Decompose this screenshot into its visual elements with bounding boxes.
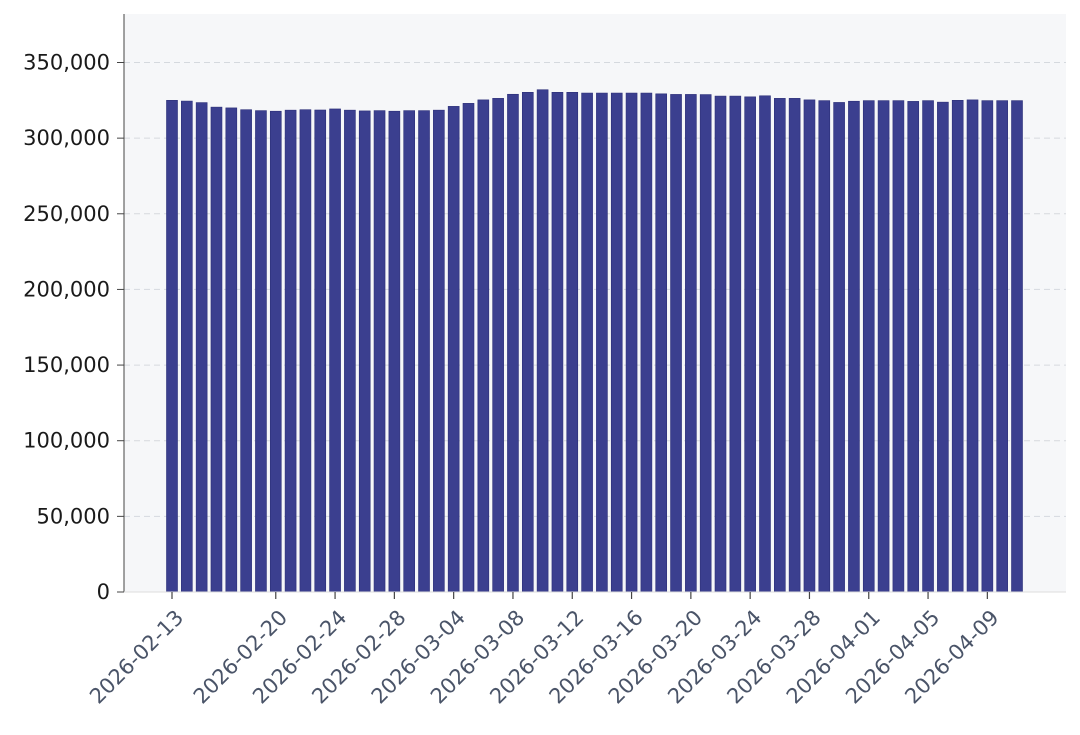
bar xyxy=(373,110,386,593)
x-tick-label: 2026-02-13 xyxy=(85,605,188,708)
bar xyxy=(536,89,549,593)
bar xyxy=(774,98,786,593)
bar xyxy=(1011,100,1023,593)
bar xyxy=(744,96,756,593)
bar xyxy=(314,109,327,593)
bar xyxy=(981,100,994,593)
bar xyxy=(685,94,697,593)
bar xyxy=(269,110,282,593)
y-tick-label: 50,000 xyxy=(37,504,110,528)
bar xyxy=(566,92,579,593)
bar xyxy=(759,95,771,593)
y-tick-label: 200,000 xyxy=(23,277,110,301)
bar xyxy=(403,110,415,593)
x-axis-ticks: 2026-02-13 2026-02-202026-02-242026-02-28… xyxy=(85,592,1004,709)
bar xyxy=(521,92,534,593)
bar xyxy=(299,109,312,593)
bar xyxy=(670,94,682,593)
bar xyxy=(492,98,504,593)
y-axis-ticks: 0 50,000 100,000 150,000 200,000 250,000 300,0… xyxy=(23,51,124,604)
bar xyxy=(803,99,816,593)
y-tick-label: 150,000 xyxy=(23,353,110,377)
bar xyxy=(729,95,742,593)
y-tick-label: 0 xyxy=(97,580,110,604)
bar xyxy=(610,92,623,593)
bar xyxy=(996,100,1008,593)
y-tick-label: 250,000 xyxy=(23,202,110,226)
bar xyxy=(907,101,920,593)
bar xyxy=(255,110,267,593)
y-tick-label: 350,000 xyxy=(23,51,110,75)
bar xyxy=(388,110,401,593)
bar xyxy=(788,98,801,593)
bar xyxy=(937,101,949,593)
bar xyxy=(714,95,727,593)
bar xyxy=(240,109,252,593)
bar xyxy=(892,100,905,593)
bar xyxy=(418,110,430,593)
bar xyxy=(862,100,875,593)
bar xyxy=(596,92,608,593)
bar xyxy=(507,93,519,593)
bar xyxy=(922,100,934,593)
bar xyxy=(966,99,979,593)
bar xyxy=(284,109,297,593)
bar xyxy=(833,102,845,593)
bar xyxy=(358,110,371,593)
bar xyxy=(655,93,668,593)
bar xyxy=(581,92,593,593)
bar xyxy=(225,107,238,593)
bar xyxy=(848,100,860,593)
bar xyxy=(818,100,831,593)
bar xyxy=(433,109,445,593)
bar xyxy=(329,108,341,593)
bar xyxy=(210,106,223,593)
bar xyxy=(699,94,712,593)
bar xyxy=(477,99,490,593)
y-tick-label: 100,000 xyxy=(23,429,110,453)
bar xyxy=(877,100,890,593)
bar xyxy=(344,109,356,593)
bar xyxy=(551,92,564,593)
bar xyxy=(166,100,178,593)
y-tick-label: 300,000 xyxy=(23,126,110,150)
bar xyxy=(462,103,475,593)
bar xyxy=(640,92,653,593)
bar xyxy=(447,106,460,593)
bar xyxy=(181,100,193,593)
bar xyxy=(951,100,964,593)
bars xyxy=(166,89,1023,593)
bar xyxy=(195,102,208,593)
bar xyxy=(625,92,638,593)
